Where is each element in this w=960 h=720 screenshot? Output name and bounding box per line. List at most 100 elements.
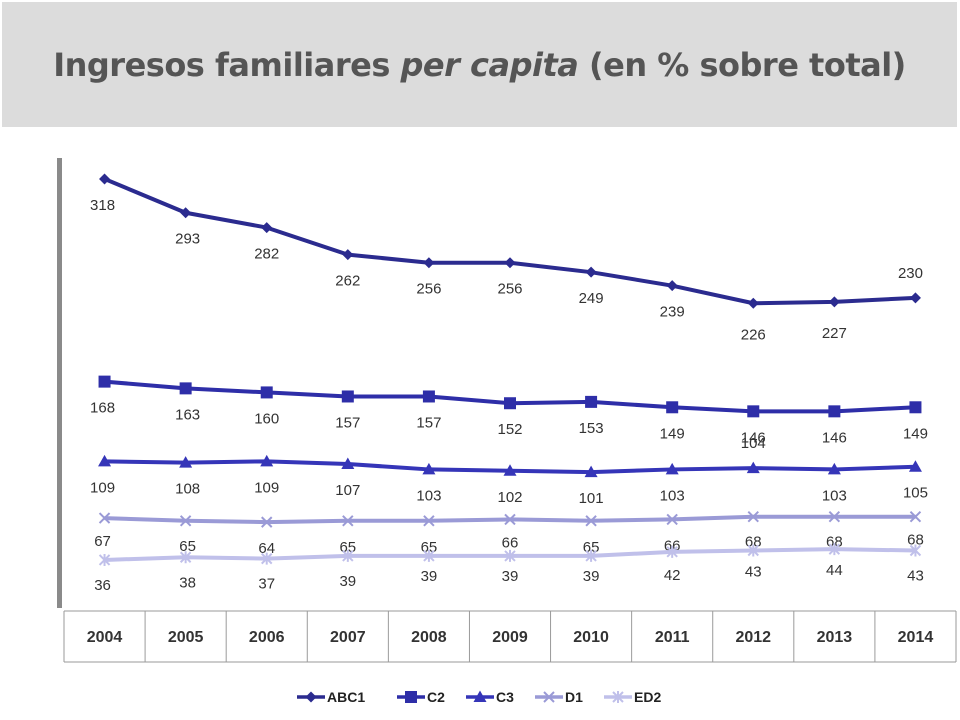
page-title: Ingresos familiares per capita (en % sob… — [2, 46, 957, 84]
data-point — [179, 515, 192, 527]
data-label: 44 — [826, 562, 843, 579]
legend-marker — [612, 691, 624, 703]
data-label: 103 — [416, 487, 441, 504]
legend-marker — [473, 690, 487, 702]
data-label: 153 — [579, 420, 604, 437]
data-label: 318 — [90, 197, 115, 214]
data-point — [827, 462, 841, 475]
data-label: 67 — [94, 533, 111, 550]
x-tick-label: 2014 — [898, 629, 934, 646]
legend-item-c3: C3 — [466, 689, 514, 705]
data-label: 163 — [175, 406, 200, 423]
legend-marker — [305, 691, 317, 703]
data-label: 65 — [179, 538, 196, 555]
data-label: 226 — [741, 326, 766, 343]
data-point — [261, 552, 273, 565]
data-label: 68 — [907, 532, 924, 549]
data-point — [584, 465, 598, 478]
data-label: 157 — [416, 414, 441, 431]
legend-label: C2 — [427, 689, 445, 705]
data-label: 107 — [335, 482, 360, 499]
data-label: 39 — [583, 568, 600, 585]
data-label: 68 — [826, 534, 843, 551]
legend-marker — [405, 691, 417, 703]
data-point — [98, 553, 111, 566]
legend-label: ED2 — [634, 689, 661, 705]
title-text-pre: Ingresos familiares — [53, 46, 401, 84]
data-point — [98, 512, 111, 524]
data-label: 149 — [903, 425, 928, 442]
x-tick-label: 2008 — [411, 629, 447, 646]
data-label: 103 — [822, 487, 847, 504]
data-point — [261, 222, 273, 234]
series-ed2: 36 38 37 39 39 39 39 42 43 44 43 — [94, 543, 924, 594]
data-label: 39 — [339, 573, 356, 590]
data-label: 66 — [502, 534, 519, 551]
data-label: 43 — [745, 564, 762, 581]
data-point — [585, 515, 597, 527]
data-label: 109 — [90, 479, 115, 496]
data-point — [422, 390, 435, 403]
data-point — [342, 549, 354, 562]
x-tick-label: 2013 — [817, 629, 853, 646]
data-point — [504, 397, 516, 410]
x-tick-label: 2004 — [87, 629, 123, 646]
title-text-emphasis: per capita — [400, 46, 579, 84]
data-label: 168 — [90, 400, 115, 417]
data-point — [908, 460, 922, 472]
x-tick-label: 2005 — [168, 629, 204, 646]
data-point — [666, 545, 678, 558]
series-c3: 109 108 109 107 103 102 101 103 104 103 105 — [90, 435, 928, 507]
data-label: 103 — [660, 487, 685, 504]
data-point — [341, 457, 355, 470]
data-point — [423, 515, 435, 527]
x-tick-label: 2009 — [492, 629, 528, 646]
data-point — [909, 544, 922, 557]
data-point — [909, 292, 921, 304]
data-label: 230 — [898, 265, 923, 282]
data-label: 149 — [660, 425, 685, 442]
data-label: 146 — [741, 429, 766, 446]
legend-item-c2: C2 — [397, 689, 445, 705]
data-point — [180, 207, 192, 219]
legend-label: ABC1 — [327, 689, 365, 705]
data-point — [585, 266, 597, 278]
data-label: 38 — [179, 574, 196, 591]
x-tick-label: 2007 — [330, 629, 366, 646]
data-point — [909, 511, 922, 523]
legend-item-d1: D1 — [535, 689, 583, 705]
legend: ABC1 C2 C3 D1 ED2 — [297, 689, 661, 705]
data-label: 160 — [254, 410, 279, 427]
data-label: 249 — [579, 290, 604, 307]
legend-marker — [543, 691, 555, 703]
data-label: 101 — [579, 490, 604, 507]
data-point — [504, 257, 516, 269]
data-point — [746, 461, 760, 474]
data-label: 109 — [254, 479, 279, 496]
data-label: 104 — [741, 435, 766, 452]
data-label: 256 — [497, 281, 522, 298]
data-label: 102 — [497, 489, 522, 506]
x-tick-label: 2012 — [735, 629, 771, 646]
data-label: 37 — [258, 576, 275, 593]
left-accent-rule — [57, 158, 62, 608]
series-abc1: 318 293 282 262 256 256 249 239 226 227 230 — [90, 173, 923, 343]
x-tick-label: 2010 — [573, 629, 609, 646]
data-point — [260, 386, 273, 399]
category-table: 2004 2005 2006 2007 2008 2009 2010 2011 2012 2013… — [63, 610, 957, 663]
data-point — [828, 405, 841, 418]
legend-item-abc1: ABC1 — [297, 689, 365, 705]
title-text-post: (en % sobre total) — [578, 46, 906, 84]
data-label: 42 — [664, 567, 681, 584]
data-point — [828, 543, 841, 556]
data-point — [342, 515, 354, 527]
legend-label: C3 — [496, 689, 514, 705]
data-point — [666, 513, 678, 526]
data-label: 108 — [175, 481, 200, 498]
data-point — [747, 405, 760, 418]
data-label: 293 — [175, 231, 200, 248]
data-point — [747, 511, 759, 523]
data-point — [504, 513, 516, 526]
data-point — [747, 297, 759, 309]
